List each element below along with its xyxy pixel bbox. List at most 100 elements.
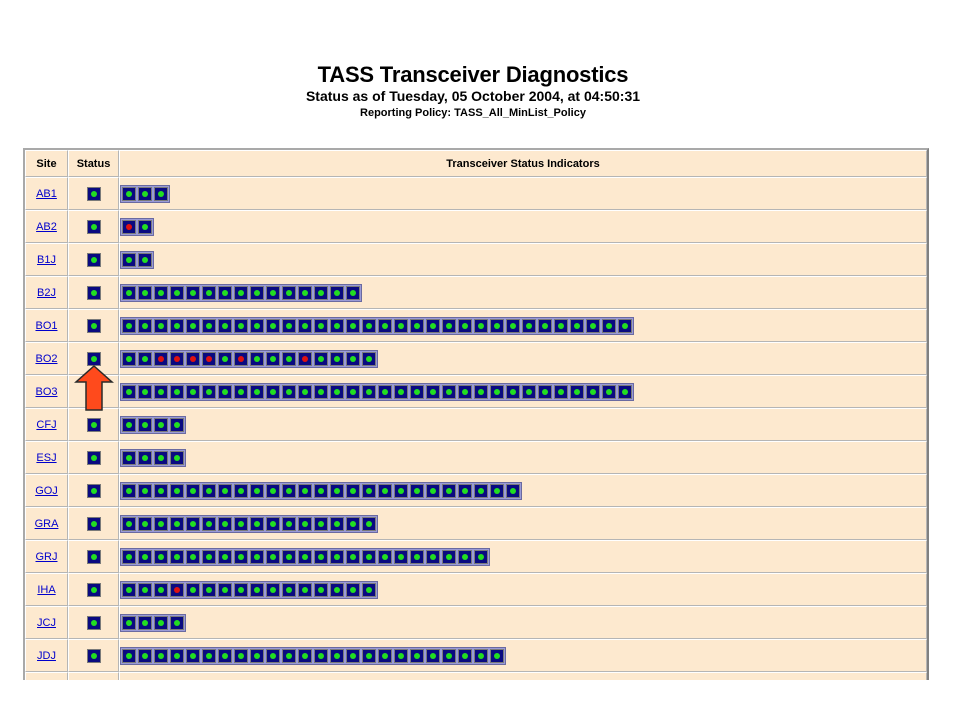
transceiver-ok-icon[interactable]	[170, 318, 184, 333]
site-status-indicator-icon[interactable]	[86, 351, 101, 366]
transceiver-ok-icon[interactable]	[282, 384, 296, 399]
transceiver-ok-icon[interactable]	[122, 351, 136, 366]
transceiver-ok-icon[interactable]	[346, 648, 360, 663]
transceiver-ok-icon[interactable]	[154, 417, 168, 432]
site-link[interactable]: AB1	[36, 187, 57, 200]
transceiver-ok-icon[interactable]	[314, 384, 328, 399]
transceiver-ok-icon[interactable]	[298, 384, 312, 399]
transceiver-ok-icon[interactable]	[138, 285, 152, 300]
transceiver-ok-icon[interactable]	[122, 648, 136, 663]
site-link[interactable]: B1J	[37, 253, 56, 266]
site-status-indicator-icon[interactable]	[86, 252, 101, 267]
transceiver-ok-icon[interactable]	[394, 483, 408, 498]
transceiver-ok-icon[interactable]	[154, 384, 168, 399]
transceiver-ok-icon[interactable]	[250, 351, 264, 366]
transceiver-ok-icon[interactable]	[538, 384, 552, 399]
transceiver-ok-icon[interactable]	[298, 582, 312, 597]
transceiver-ok-icon[interactable]	[186, 516, 200, 531]
transceiver-ok-icon[interactable]	[474, 318, 488, 333]
site-status-indicator-icon[interactable]	[86, 615, 101, 630]
transceiver-fault-icon[interactable]	[202, 351, 216, 366]
transceiver-ok-icon[interactable]	[266, 285, 280, 300]
transceiver-ok-icon[interactable]	[394, 318, 408, 333]
transceiver-ok-icon[interactable]	[138, 483, 152, 498]
transceiver-ok-icon[interactable]	[234, 384, 248, 399]
transceiver-ok-icon[interactable]	[282, 648, 296, 663]
transceiver-ok-icon[interactable]	[442, 384, 456, 399]
transceiver-ok-icon[interactable]	[490, 648, 504, 663]
transceiver-ok-icon[interactable]	[410, 483, 424, 498]
transceiver-ok-icon[interactable]	[618, 384, 632, 399]
site-status-indicator-icon[interactable]	[86, 417, 101, 432]
transceiver-ok-icon[interactable]	[250, 516, 264, 531]
transceiver-ok-icon[interactable]	[298, 549, 312, 564]
transceiver-ok-icon[interactable]	[122, 483, 136, 498]
transceiver-ok-icon[interactable]	[234, 648, 248, 663]
transceiver-ok-icon[interactable]	[138, 384, 152, 399]
transceiver-ok-icon[interactable]	[234, 516, 248, 531]
site-link[interactable]: GRA	[34, 517, 59, 530]
transceiver-ok-icon[interactable]	[154, 615, 168, 630]
transceiver-ok-icon[interactable]	[298, 285, 312, 300]
transceiver-ok-icon[interactable]	[138, 186, 152, 201]
transceiver-ok-icon[interactable]	[250, 648, 264, 663]
transceiver-ok-icon[interactable]	[362, 318, 376, 333]
transceiver-ok-icon[interactable]	[186, 318, 200, 333]
transceiver-ok-icon[interactable]	[170, 483, 184, 498]
transceiver-ok-icon[interactable]	[266, 318, 280, 333]
transceiver-fault-icon[interactable]	[298, 351, 312, 366]
transceiver-ok-icon[interactable]	[218, 582, 232, 597]
transceiver-ok-icon[interactable]	[138, 351, 152, 366]
transceiver-ok-icon[interactable]	[250, 384, 264, 399]
transceiver-ok-icon[interactable]	[138, 516, 152, 531]
site-status-indicator-icon[interactable]	[86, 186, 101, 201]
transceiver-ok-icon[interactable]	[250, 549, 264, 564]
transceiver-ok-icon[interactable]	[170, 417, 184, 432]
transceiver-ok-icon[interactable]	[170, 648, 184, 663]
transceiver-ok-icon[interactable]	[186, 483, 200, 498]
transceiver-fault-icon[interactable]	[154, 351, 168, 366]
transceiver-ok-icon[interactable]	[474, 384, 488, 399]
transceiver-ok-icon[interactable]	[250, 318, 264, 333]
transceiver-fault-icon[interactable]	[122, 219, 136, 234]
site-link[interactable]: AB2	[36, 220, 57, 233]
transceiver-ok-icon[interactable]	[330, 549, 344, 564]
transceiver-ok-icon[interactable]	[138, 417, 152, 432]
transceiver-ok-icon[interactable]	[570, 318, 584, 333]
site-status-indicator-icon[interactable]	[86, 318, 101, 333]
transceiver-ok-icon[interactable]	[154, 483, 168, 498]
transceiver-ok-icon[interactable]	[138, 318, 152, 333]
transceiver-ok-icon[interactable]	[218, 285, 232, 300]
transceiver-ok-icon[interactable]	[458, 549, 472, 564]
site-status-indicator-icon[interactable]	[86, 516, 101, 531]
transceiver-ok-icon[interactable]	[426, 549, 440, 564]
site-link[interactable]: ESJ	[36, 451, 57, 464]
transceiver-ok-icon[interactable]	[154, 318, 168, 333]
transceiver-ok-icon[interactable]	[346, 351, 360, 366]
site-status-indicator-icon[interactable]	[86, 285, 101, 300]
transceiver-ok-icon[interactable]	[490, 483, 504, 498]
transceiver-ok-icon[interactable]	[202, 549, 216, 564]
transceiver-ok-icon[interactable]	[378, 384, 392, 399]
transceiver-ok-icon[interactable]	[442, 483, 456, 498]
transceiver-ok-icon[interactable]	[314, 483, 328, 498]
transceiver-ok-icon[interactable]	[122, 417, 136, 432]
transceiver-ok-icon[interactable]	[186, 549, 200, 564]
transceiver-ok-icon[interactable]	[298, 483, 312, 498]
transceiver-ok-icon[interactable]	[602, 318, 616, 333]
site-link[interactable]: BO3	[35, 385, 58, 398]
transceiver-ok-icon[interactable]	[362, 351, 376, 366]
transceiver-ok-icon[interactable]	[362, 516, 376, 531]
transceiver-fault-icon[interactable]	[170, 582, 184, 597]
transceiver-ok-icon[interactable]	[282, 582, 296, 597]
transceiver-ok-icon[interactable]	[362, 384, 376, 399]
transceiver-ok-icon[interactable]	[378, 483, 392, 498]
transceiver-ok-icon[interactable]	[154, 186, 168, 201]
transceiver-ok-icon[interactable]	[266, 582, 280, 597]
transceiver-ok-icon[interactable]	[282, 549, 296, 564]
transceiver-ok-icon[interactable]	[394, 549, 408, 564]
transceiver-ok-icon[interactable]	[154, 549, 168, 564]
transceiver-ok-icon[interactable]	[250, 285, 264, 300]
transceiver-ok-icon[interactable]	[186, 384, 200, 399]
transceiver-ok-icon[interactable]	[506, 318, 520, 333]
